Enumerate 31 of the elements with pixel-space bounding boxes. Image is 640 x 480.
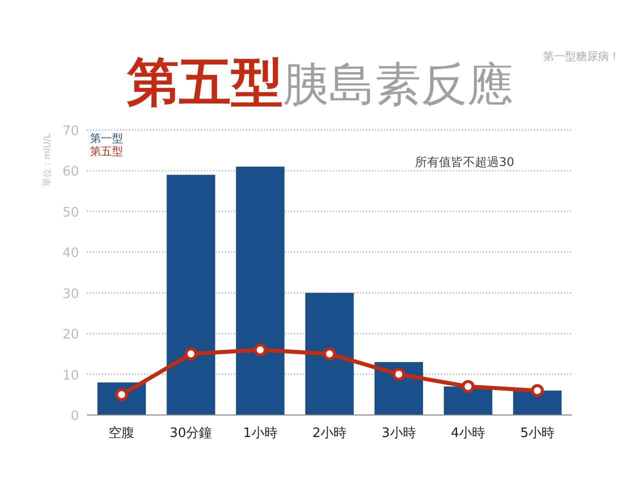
bar xyxy=(513,390,562,415)
point xyxy=(392,368,406,381)
y-tick-label: 20 xyxy=(62,328,79,343)
point xyxy=(530,384,544,398)
y-axis-title: 單位：mIU/L xyxy=(42,133,53,187)
annotation: 所有值皆不超過30 xyxy=(415,155,514,169)
text: 第一型 xyxy=(90,132,123,145)
y-tick-label: 50 xyxy=(62,205,79,220)
point xyxy=(323,347,336,360)
point xyxy=(184,347,198,360)
point xyxy=(254,343,267,356)
x-tick-label: 1小時 xyxy=(243,426,278,441)
y-tick-label: 60 xyxy=(62,164,79,180)
bar xyxy=(236,166,284,415)
y-tick-label: 70 xyxy=(62,124,79,139)
bar xyxy=(166,174,216,415)
bar xyxy=(305,292,354,415)
x-tick-label: 空腹 xyxy=(108,426,135,441)
x-tick-label: 2小時 xyxy=(312,426,347,441)
x-tick-label: 4小時 xyxy=(450,426,486,441)
x-tick-label: 5小時 xyxy=(520,426,554,441)
y-tick-label: 0 xyxy=(70,409,79,424)
x-tick-label: 3小時 xyxy=(382,426,416,441)
y-tick-label: 10 xyxy=(62,368,79,384)
chart-title: 第五型胰島素反應 xyxy=(126,53,513,113)
text: 第五型 xyxy=(90,145,123,158)
y-tick-label: 40 xyxy=(62,246,79,262)
point xyxy=(462,380,475,393)
text: 第一型糖尿病！ xyxy=(543,50,620,63)
y-tick-label: 30 xyxy=(62,286,79,302)
x-tick-label: 30分鐘 xyxy=(170,426,212,441)
